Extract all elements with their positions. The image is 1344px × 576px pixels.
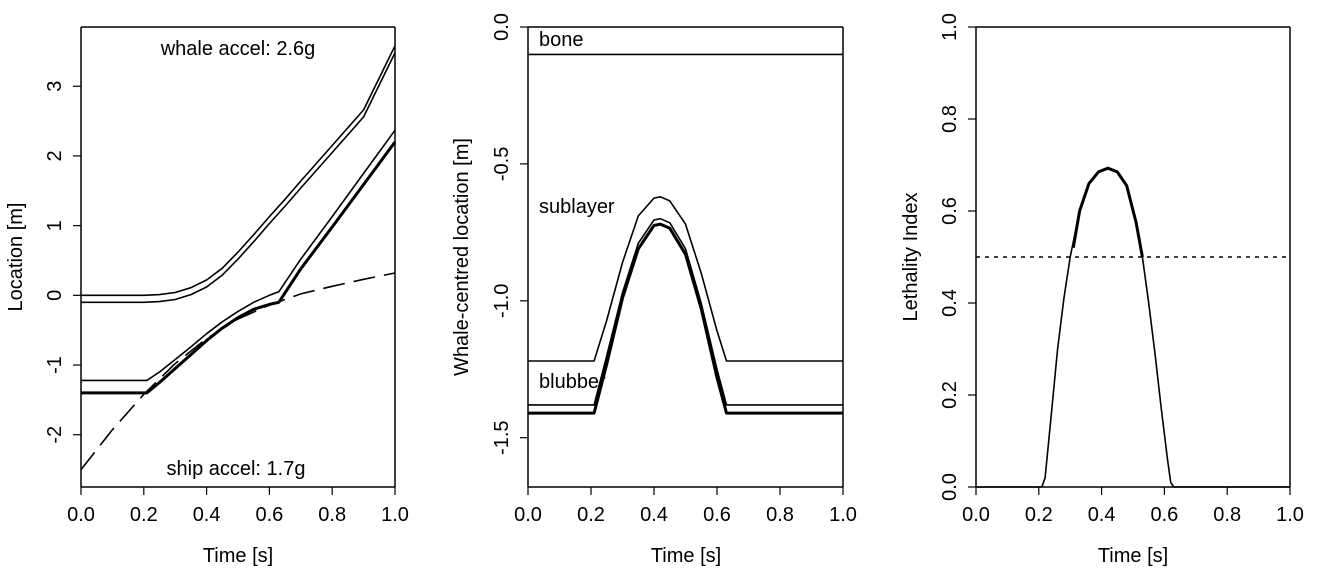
panel-whale-centred-annotation-bone: bone	[539, 29, 584, 51]
panel-whale-centred-y-tick-label: 0.0	[491, 13, 513, 41]
panel-location-y-tick-label: -2	[44, 426, 66, 444]
panel-whale-centred-y-tick-label: -1.0	[491, 284, 513, 318]
panel-lethality-x-tick-label: 0.6	[1150, 504, 1178, 526]
panel-location-x-axis-label: Time [s]	[203, 545, 273, 567]
panel-whale-centred: bone sublayer blubber Time [s] Whale-cen…	[451, 13, 857, 567]
panel-lethality-x-tick-label: 0.2	[1025, 504, 1053, 526]
panel-lethality-y-tick-label: 0.4	[939, 289, 961, 317]
panel-location-y-tick-label: 0	[44, 290, 66, 301]
panel-lethality-y-tick-label: 0.6	[939, 197, 961, 225]
panel-whale-centred-x-tick-label: 0.8	[766, 504, 794, 526]
panel-location-y-tick-label: 3	[44, 81, 66, 92]
panel-whale-centred-x-tick-label: 1.0	[829, 504, 857, 526]
panel-location-series-line-5	[80, 272, 396, 471]
panel-location-series-line-2	[81, 52, 396, 304]
panel-location-y-tick-label: 2	[44, 150, 66, 161]
panel-whale-centred-series-line-4	[528, 222, 843, 415]
panel-whale-centred-y-tick-label: -1.5	[491, 420, 513, 454]
panel-location-annotation-ship-accel: ship accel: 1.7g	[167, 458, 306, 480]
panel-whale-centred-annotation-blubber: blubber	[539, 371, 606, 393]
panel-location-x-tick-label: 1.0	[381, 504, 409, 526]
panel-whale-centred-series-line-3	[528, 217, 843, 406]
panel-lethality-y-tick-label: 0.8	[939, 105, 961, 133]
panel-lethality-x-tick-label: 0.8	[1213, 504, 1241, 526]
panel-whale-centred-x-tick-label: 0.4	[640, 504, 668, 526]
panel-lethality-y-tick-label: 1.0	[939, 13, 961, 41]
panel-lethality-x-axis-label: Time [s]	[1098, 545, 1168, 567]
panel-location-y-tick-label: -1	[44, 356, 66, 374]
panel-location-series-line-1	[81, 45, 396, 297]
panel-location-y-axis-label: Location [m]	[5, 203, 27, 312]
panel-whale-centred-x-tick-label: 0.6	[703, 504, 731, 526]
panel-location: whale accel: 2.6g ship accel: 1.7g Time …	[5, 26, 409, 567]
panel-lethality-y-axis-label: Lethality Index	[900, 193, 922, 322]
panel-whale-centred-series-line-2	[528, 196, 843, 362]
panel-lethality-x-tick-label: 0.0	[962, 504, 990, 526]
panel-lethality-y-tick-label: 0.2	[939, 381, 961, 409]
panel-lethality-x-tick-label: 0.4	[1088, 504, 1116, 526]
panel-location-x-tick-label: 0.2	[130, 504, 158, 526]
panel-whale-centred-annotation-sublayer: sublayer	[539, 196, 615, 218]
panel-location-series-line-4	[81, 141, 397, 395]
panel-location-x-tick-label: 0.0	[67, 504, 95, 526]
panel-whale-centred-x-tick-label: 0.2	[577, 504, 605, 526]
panel-location-annotation-whale-accel: whale accel: 2.6g	[160, 38, 316, 60]
panel-location-y-tick-label: 1	[44, 220, 66, 231]
panel-whale-centred-x-tick-label: 0.0	[514, 504, 542, 526]
panel-lethality: Time [s] Lethality Index 0.0 0.2 0.4 0.6 0.8…	[900, 13, 1304, 567]
panel-location-x-tick-label: 0.6	[255, 504, 283, 526]
panel-whale-centred-x-axis-label: Time [s]	[651, 545, 721, 567]
panel-location-series-line-3	[81, 129, 396, 382]
panel-whale-centred-y-tick-label: -0.5	[491, 147, 513, 181]
panel-location-x-tick-label: 0.4	[193, 504, 221, 526]
panel-lethality-series-line-2	[1071, 166, 1144, 258]
panel-location-x-tick-label: 0.8	[318, 504, 346, 526]
panel-whale-centred-y-axis-label: Whale-centred location [m]	[451, 138, 473, 376]
panel-lethality-x-tick-label: 1.0	[1276, 504, 1304, 526]
panel-lethality-y-tick-label: 0.0	[939, 473, 961, 501]
